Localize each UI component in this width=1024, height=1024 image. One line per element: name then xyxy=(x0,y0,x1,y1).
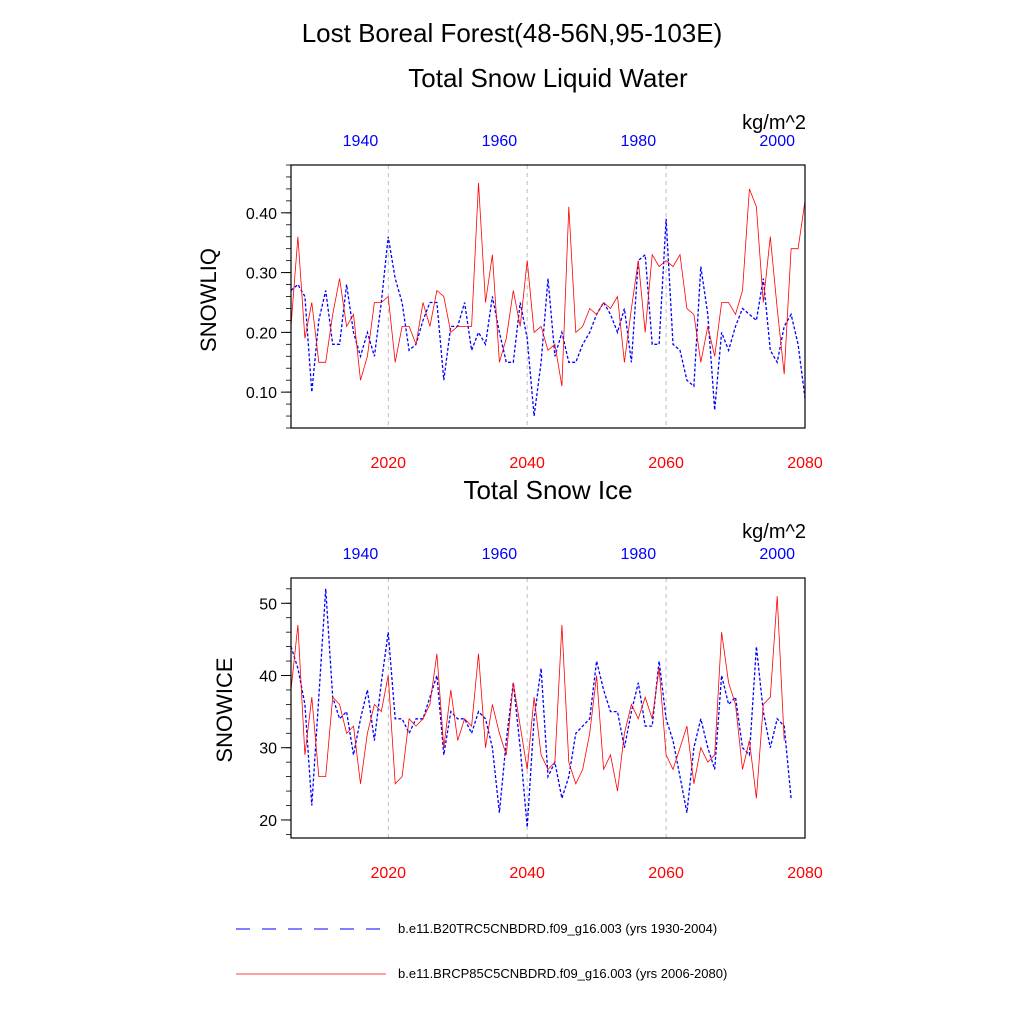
snowice-title: Total Snow Ice xyxy=(463,475,632,505)
snowice-ytick-label: 30 xyxy=(259,741,277,758)
snowice-units: kg/m^2 xyxy=(742,521,806,543)
snowice-plot-frame xyxy=(290,577,806,839)
snowliq-units: kg/m^2 xyxy=(742,112,806,134)
figure-title: Lost Boreal Forest(48-56N,95-103E) xyxy=(302,18,723,48)
snowliq-ytick-label: 0.10 xyxy=(246,385,277,402)
snowliq-xtick-label-top: 1960 xyxy=(482,133,518,150)
snowliq-series-hist xyxy=(290,218,806,417)
snowice-xtick-label-top: 2000 xyxy=(759,546,795,563)
snowliq-ytick-label: 0.20 xyxy=(246,325,277,342)
snowliq-xtick-label-top: 2000 xyxy=(759,133,795,150)
snowice-xtick-label-bottom: 2060 xyxy=(648,865,684,882)
snowice-xtick-label-bottom: 2020 xyxy=(370,865,406,882)
snowice-xtick-label-bottom: 2080 xyxy=(787,865,823,882)
snowliq-plot-frame xyxy=(290,164,806,429)
snowice-xtick-label-top: 1940 xyxy=(343,546,379,563)
snowliq-xtick-label-bottom: 2020 xyxy=(370,455,406,472)
snowice-series-future xyxy=(290,596,785,799)
snowliq-ytick-label: 0.40 xyxy=(246,206,277,223)
snowice-panel: Total Snow Ice kg/m^2 SNOWICE 20 30 40 50 20… xyxy=(212,475,823,882)
snowliq-series-future xyxy=(290,182,806,387)
snowliq-title: Total Snow Liquid Water xyxy=(408,63,688,93)
snowliq-xtick-label-bottom: 2060 xyxy=(648,455,684,472)
snowice-ytick-label: 40 xyxy=(259,669,277,686)
snowliq-ylabel: SNOWLIQ xyxy=(196,248,221,352)
snowice-xtick-label-top: 1960 xyxy=(482,546,518,563)
snowice-ylabel: SNOWICE xyxy=(212,657,237,762)
snowliq-panel: Total Snow Liquid Water kg/m^2 SNOWLIQ 0… xyxy=(196,63,823,472)
snowice-series-hist xyxy=(290,588,792,828)
legend: b.e11.B20TRC5CNBDRD.f09_g16.003 (yrs 193… xyxy=(236,921,727,981)
snowliq-xtick-label-bottom: 2080 xyxy=(787,455,823,472)
legend-label-hist: b.e11.B20TRC5CNBDRD.f09_g16.003 (yrs 193… xyxy=(398,921,717,936)
snowliq-xtick-label-top: 1940 xyxy=(343,133,379,150)
legend-label-future: b.e11.BRCP85C5CNBDRD.f09_g16.003 (yrs 20… xyxy=(398,966,727,981)
snowliq-ytick-label: 0.30 xyxy=(246,266,277,283)
snowice-xtick-label-top: 1980 xyxy=(621,546,657,563)
snowliq-xtick-label-bottom: 2040 xyxy=(509,455,545,472)
snowliq-xtick-label-top: 1980 xyxy=(621,133,657,150)
snowice-ytick-label: 20 xyxy=(259,813,277,830)
snowice-ytick-label: 50 xyxy=(259,596,277,613)
snowice-xtick-label-bottom: 2040 xyxy=(509,865,545,882)
